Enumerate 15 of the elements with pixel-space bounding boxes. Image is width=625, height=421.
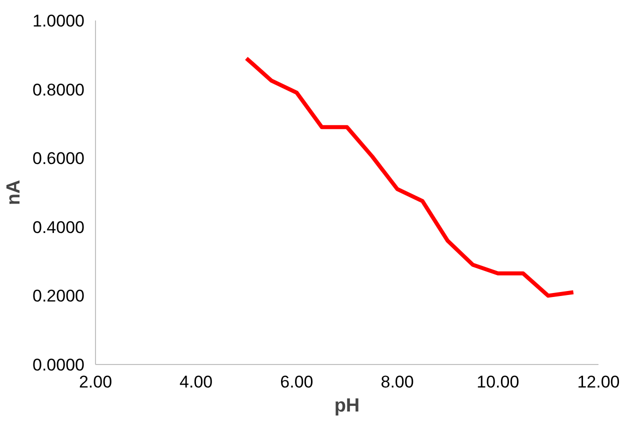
y-tick-label: 0.0000 [32, 356, 85, 374]
y-axis-title: nA [4, 180, 25, 206]
x-tick-label: 8.00 [380, 372, 414, 392]
x-tick-label: 12.00 [577, 372, 620, 392]
y-tick-label: 0.8000 [32, 80, 85, 100]
y-tick-label: 0.6000 [32, 149, 85, 168]
y-tick-label: 0.4000 [32, 218, 85, 237]
y-tick-label: 1.0000 [32, 12, 85, 30]
y-tick-label: 0.2000 [32, 286, 85, 306]
x-tick-label: 4.00 [180, 372, 213, 392]
x-axis-title: pH [334, 396, 360, 416]
line-series [244, 56, 576, 298]
x-tick-label: 10.00 [476, 372, 520, 392]
x-tick-label: 2.00 [78, 372, 112, 392]
x-tick-label: 6.00 [280, 372, 314, 392]
